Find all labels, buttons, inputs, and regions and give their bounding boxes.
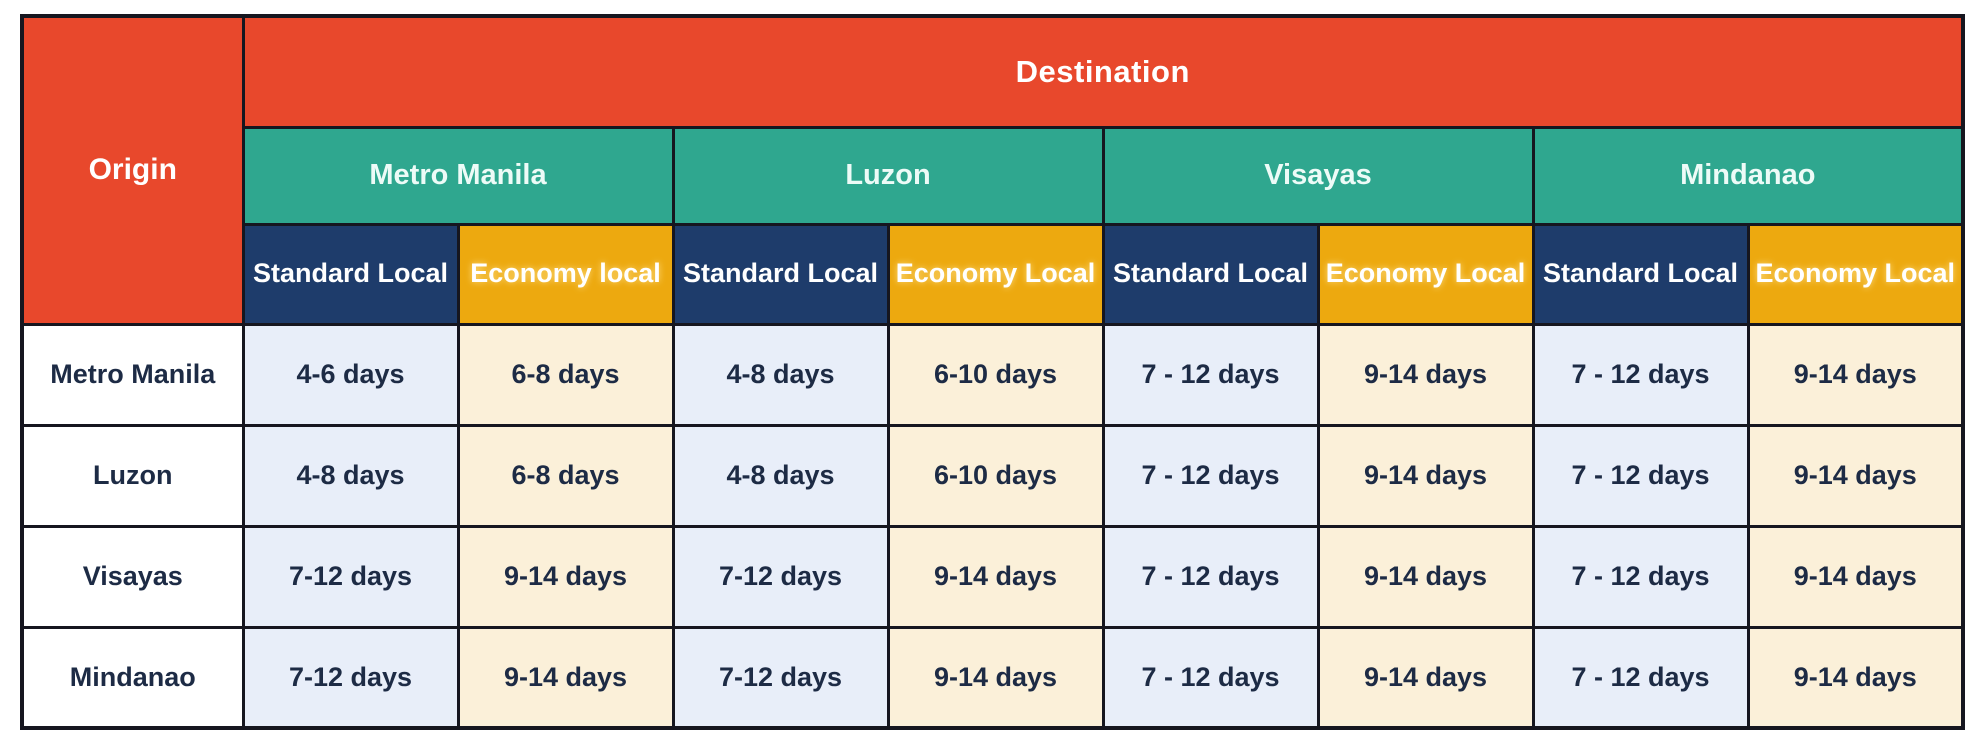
delivery-time-cell: 7 - 12 days [1101,423,1320,528]
row-label-luzon: Luzon [20,423,245,528]
region-header-mindanao: Mindanao [1531,125,1965,226]
delivery-time-cell: 7 - 12 days [1531,625,1750,730]
table-row-mindanao: Mindanao 7-12 days 9-14 days 7-12 days 9… [20,625,1965,730]
service-header-visayas-standard: Standard Local [1101,222,1320,326]
delivery-time-table-wrap: Origin Destination Metro Manila Luzon Vi… [20,14,1966,730]
region-header-visayas: Visayas [1101,125,1535,226]
service-header-luzon-standard: Standard Local [671,222,890,326]
delivery-time-cell: 4-8 days [671,423,890,528]
delivery-time-cell: 9-14 days [1316,423,1535,528]
delivery-time-cell: 9-14 days [456,524,675,629]
delivery-time-cell: 7 - 12 days [1101,625,1320,730]
region-header-luzon: Luzon [671,125,1105,226]
delivery-time-cell: 7 - 12 days [1101,322,1320,427]
delivery-time-cell: 9-14 days [1316,322,1535,427]
table-row-visayas: Visayas 7-12 days 9-14 days 7-12 days 9-… [20,524,1965,629]
delivery-time-cell: 9-14 days [1316,524,1535,629]
delivery-time-cell: 4-8 days [671,322,890,427]
delivery-time-cell: 7 - 12 days [1531,322,1750,427]
service-header-mindanao-standard: Standard Local [1531,222,1750,326]
destination-header: Destination [241,14,1965,129]
delivery-time-cell: 9-14 days [886,524,1105,629]
row-label-metro-manila: Metro Manila [20,322,245,427]
delivery-time-cell: 4-8 days [241,423,460,528]
origin-header: Origin [20,14,245,326]
delivery-time-cell: 7-12 days [671,625,890,730]
delivery-time-cell: 7 - 12 days [1531,423,1750,528]
delivery-time-cell: 7-12 days [241,524,460,629]
service-header-mindanao-economy: Economy Local [1746,222,1965,326]
delivery-time-cell: 9-14 days [1316,625,1535,730]
service-header-metro-manila-economy: Economy local [456,222,675,326]
delivery-time-cell: 4-6 days [241,322,460,427]
delivery-time-cell: 9-14 days [1746,524,1965,629]
delivery-time-cell: 6-8 days [456,423,675,528]
delivery-time-cell: 6-10 days [886,423,1105,528]
delivery-time-cell: 9-14 days [1746,625,1965,730]
row-label-visayas: Visayas [20,524,245,629]
delivery-time-cell: 7 - 12 days [1531,524,1750,629]
service-header-visayas-economy: Economy Local [1316,222,1535,326]
service-header-luzon-economy: Economy Local [886,222,1105,326]
delivery-time-cell: 7-12 days [241,625,460,730]
delivery-time-cell: 9-14 days [1746,322,1965,427]
table-row-luzon: Luzon 4-8 days 6-8 days 4-8 days 6-10 da… [20,423,1965,528]
delivery-time-cell: 7-12 days [671,524,890,629]
delivery-time-cell: 6-8 days [456,322,675,427]
delivery-time-cell: 7 - 12 days [1101,524,1320,629]
delivery-time-table: Origin Destination Metro Manila Luzon Vi… [20,14,1966,730]
region-header-metro-manila: Metro Manila [241,125,675,226]
delivery-time-cell: 9-14 days [1746,423,1965,528]
table-row-metro-manila: Metro Manila 4-6 days 6-8 days 4-8 days … [20,322,1965,427]
delivery-time-cell: 9-14 days [456,625,675,730]
row-label-mindanao: Mindanao [20,625,245,730]
delivery-time-cell: 9-14 days [886,625,1105,730]
delivery-time-cell: 6-10 days [886,322,1105,427]
service-header-metro-manila-standard: Standard Local [241,222,460,326]
